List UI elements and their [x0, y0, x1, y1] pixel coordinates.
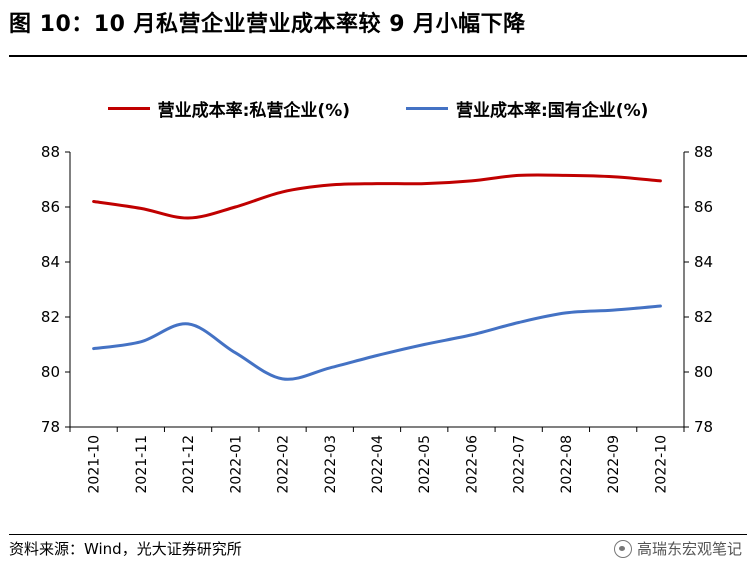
x-tick-label: 2022-01 — [228, 435, 244, 494]
watermark-text: 高瑞东宏观笔记 — [636, 540, 742, 558]
y-tick-label-right: 86 — [694, 198, 713, 216]
y-tick-label-left: 80 — [41, 363, 60, 381]
y-tick-label-right: 82 — [694, 308, 713, 326]
wechat-icon — [613, 539, 632, 558]
legend-swatch-state — [406, 107, 448, 110]
x-tick-label: 2022-05 — [417, 435, 433, 494]
y-tick-label-right: 88 — [694, 143, 713, 161]
axes: 78 80 82 84 86 88 78 80 82 84 86 88 2021-10 2021-11 20… — [41, 143, 713, 494]
x-tick-label: 2022-10 — [653, 435, 669, 494]
y-tick-label-left: 88 — [41, 143, 60, 161]
y-tick-label-left: 86 — [41, 198, 60, 216]
y-tick-label-right: 84 — [694, 253, 713, 271]
line-chart: 78 80 82 84 86 88 78 80 82 84 86 88 2021-10 2021-11 20… — [41, 143, 713, 494]
title-divider — [9, 55, 747, 57]
chart-legend: 营业成本率:私营企业(%) 营业成本率:国有企业(%) — [0, 96, 756, 121]
y-tick-label-right: 78 — [694, 418, 713, 436]
series-line-state — [92, 304, 662, 381]
x-tick-label: 2021-12 — [181, 435, 197, 494]
watermark: 高瑞东宏观笔记 — [613, 538, 742, 559]
x-tick-label: 2022-02 — [276, 435, 292, 494]
source-note: 资料来源：Wind，光大证券研究所 — [9, 540, 242, 558]
x-tick-label: 2022-07 — [512, 435, 528, 494]
x-tick-label: 2021-10 — [87, 435, 103, 494]
x-tick-label: 2022-03 — [323, 435, 339, 494]
legend-swatch-private — [107, 107, 150, 110]
x-tick-label: 2021-11 — [134, 435, 150, 494]
x-tick-label: 2022-08 — [559, 435, 575, 494]
x-tick-label: 2022-04 — [370, 435, 386, 494]
legend-label-state: 营业成本率:国有企业(%) — [456, 101, 649, 121]
x-tick-label: 2022-06 — [464, 435, 480, 494]
y-tick-label-left: 78 — [41, 418, 60, 436]
y-tick-label-left: 82 — [41, 308, 60, 326]
legend-label-private: 营业成本率:私营企业(%) — [157, 101, 350, 121]
legend-item-state: 营业成本率:国有企业(%) — [406, 96, 648, 121]
y-tick-label-left: 84 — [41, 253, 60, 271]
series-line-private — [92, 173, 662, 220]
y-tick-label-right: 80 — [694, 363, 713, 381]
series-lines — [92, 173, 662, 381]
footer-divider — [9, 534, 747, 535]
x-tick-label: 2022-09 — [606, 435, 622, 494]
page-title: 图 10：10 月私营企业营业成本率较 9 月小幅下降 — [9, 12, 526, 37]
legend-item-private: 营业成本率:私营企业(%) — [107, 96, 350, 121]
